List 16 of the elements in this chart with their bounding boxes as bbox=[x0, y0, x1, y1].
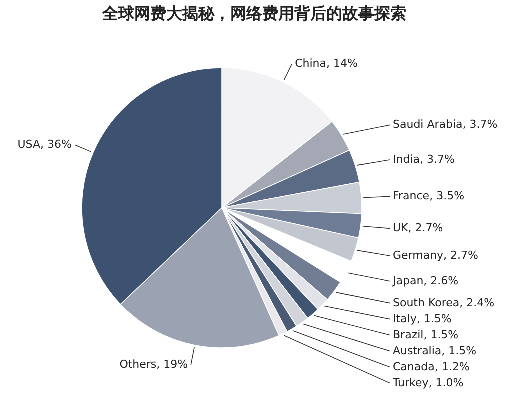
slice-label: Australia, 1.5% bbox=[393, 344, 477, 358]
slice-label: India, 3.7% bbox=[393, 153, 455, 166]
slice-label: Japan, 2.6% bbox=[392, 274, 459, 288]
slice-label: Others, 19% bbox=[120, 358, 188, 371]
slice-label: South Korea, 2.4% bbox=[393, 296, 495, 310]
slice-label: China, 14% bbox=[295, 57, 358, 70]
slice-label: USA, 36% bbox=[18, 138, 72, 151]
slice-label: UK, 2.7% bbox=[393, 222, 444, 235]
slice-label: Brazil, 1.5% bbox=[393, 328, 459, 342]
slice-label: Canada, 1.2% bbox=[393, 360, 470, 374]
slice-label: Saudi Arabia, 3.7% bbox=[393, 118, 498, 132]
slice-label: Germany, 2.7% bbox=[393, 248, 478, 262]
slice-label: Italy, 1.5% bbox=[393, 312, 452, 326]
slice-label: Turkey, 1.0% bbox=[392, 376, 464, 390]
slice-label: France, 3.5% bbox=[393, 190, 465, 203]
chart-title: 全球网费大揭秘，网络费用背后的故事探索 bbox=[102, 4, 406, 23]
